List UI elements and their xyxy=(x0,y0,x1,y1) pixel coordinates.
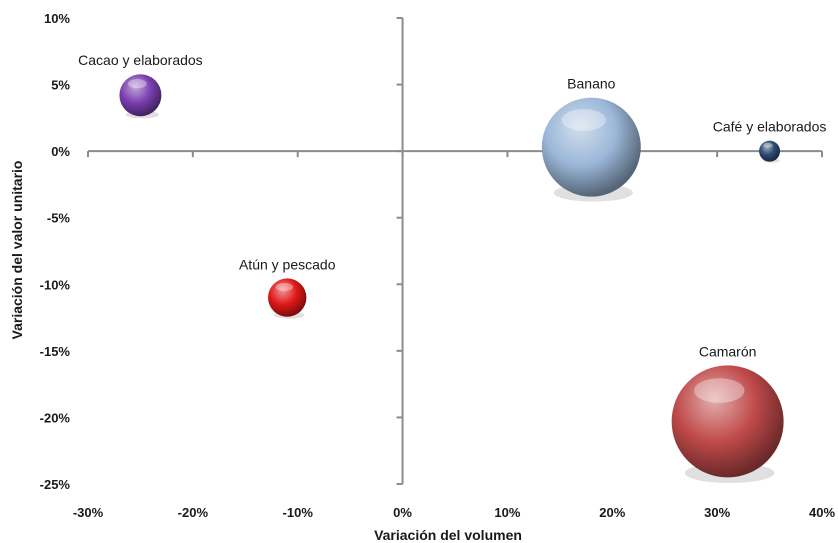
x-tick-label: 0% xyxy=(393,505,412,520)
bubble-highlight xyxy=(127,79,147,89)
bubble-label: Camarón xyxy=(699,343,757,359)
bubble-label: Café y elaborados xyxy=(713,119,827,135)
axes: -30% -20% -10% 0% 10% 20% 30% 40% -25% -20% -15% -1… xyxy=(40,11,836,520)
bubble xyxy=(268,278,307,317)
y-tick-label: 10% xyxy=(44,11,70,26)
bubble-labels: Cacao y elaborados Atún y pescado Banano Ca… xyxy=(78,52,826,359)
x-tick-label: -10% xyxy=(283,505,314,520)
y-tick-label: 5% xyxy=(51,78,70,93)
y-tick-label: -25% xyxy=(40,477,71,492)
y-tick-label: -20% xyxy=(40,410,71,425)
bubble-highlight xyxy=(694,378,745,403)
bubble-label: Cacao y elaborados xyxy=(78,52,203,68)
y-tick-label: -5% xyxy=(47,211,71,226)
x-tick-label: 40% xyxy=(809,505,835,520)
y-tick-label: -10% xyxy=(40,277,71,292)
bubble-highlight xyxy=(561,109,607,131)
x-tick-label: -20% xyxy=(178,505,209,520)
bubble-label: Banano xyxy=(567,76,615,92)
bubble-highlight xyxy=(275,282,293,292)
x-tick-label: 10% xyxy=(494,505,520,520)
bubble xyxy=(759,140,781,162)
x-tick-label: 20% xyxy=(599,505,625,520)
y-tick-label: 0% xyxy=(51,144,70,159)
bubble xyxy=(671,365,784,478)
bubble xyxy=(541,97,641,197)
x-tick-label: 30% xyxy=(704,505,730,520)
bubbles xyxy=(119,74,784,484)
y-axis-title: Variación del valor unitario xyxy=(9,161,25,340)
x-tick-label: -30% xyxy=(73,505,104,520)
bubble xyxy=(119,74,162,117)
x-axis-title: Variación del volumen xyxy=(374,527,522,543)
bubble-label: Atún y pescado xyxy=(239,256,336,272)
bubble-highlight xyxy=(763,143,773,148)
y-tick-label: -15% xyxy=(40,344,71,359)
